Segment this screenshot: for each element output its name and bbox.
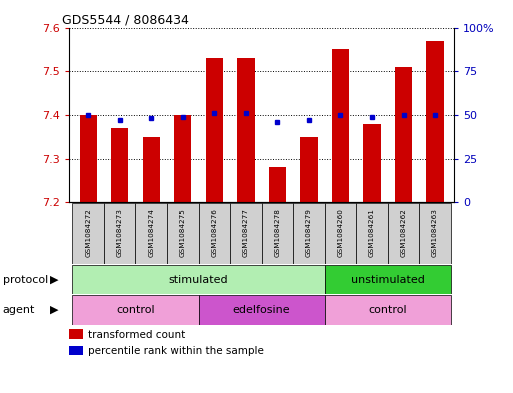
Bar [419,203,451,264]
Bar [69,346,83,356]
Text: ▶: ▶ [50,305,59,315]
Text: edelfosine: edelfosine [233,305,290,315]
Bar [293,203,325,264]
Text: GSM1084260: GSM1084260 [338,208,344,257]
Bar [69,329,83,339]
Text: transformed count: transformed count [89,330,186,340]
Text: GSM1084277: GSM1084277 [243,208,249,257]
Text: GDS5544 / 8086434: GDS5544 / 8086434 [62,13,188,26]
Text: ▶: ▶ [50,275,59,285]
Text: GSM1084263: GSM1084263 [432,208,438,257]
Text: protocol: protocol [3,275,48,285]
Bar [300,137,318,202]
Text: GSM1084275: GSM1084275 [180,208,186,257]
Bar [388,203,419,264]
Bar [269,167,286,202]
Bar [230,203,262,264]
Bar [111,128,128,202]
Bar [325,265,451,294]
Text: control: control [368,305,407,315]
Bar [325,203,356,264]
Text: stimulated: stimulated [169,275,228,285]
Text: GSM1084278: GSM1084278 [274,208,281,257]
Bar [426,40,444,202]
Bar [167,203,199,264]
Text: GSM1084274: GSM1084274 [148,208,154,257]
Text: unstimulated: unstimulated [351,275,425,285]
Bar [237,58,254,202]
Text: GSM1084261: GSM1084261 [369,208,375,257]
Bar [356,203,388,264]
Text: GSM1084273: GSM1084273 [117,208,123,257]
Bar [262,203,293,264]
Bar [332,50,349,202]
Text: control: control [116,305,155,315]
Bar [363,124,381,202]
Text: GSM1084276: GSM1084276 [211,208,218,257]
Text: agent: agent [3,305,35,315]
Text: GSM1084262: GSM1084262 [401,208,406,257]
Bar [72,265,325,294]
Text: GSM1084272: GSM1084272 [85,208,91,257]
Bar [135,203,167,264]
Text: percentile rank within the sample: percentile rank within the sample [89,347,264,356]
Bar [104,203,135,264]
Bar [80,115,97,202]
Bar [325,295,451,325]
Bar [143,137,160,202]
Bar [174,115,191,202]
Bar [72,203,104,264]
Bar [395,67,412,202]
Bar [199,203,230,264]
Bar [72,295,199,325]
Bar [199,295,325,325]
Bar [206,58,223,202]
Text: GSM1084279: GSM1084279 [306,208,312,257]
